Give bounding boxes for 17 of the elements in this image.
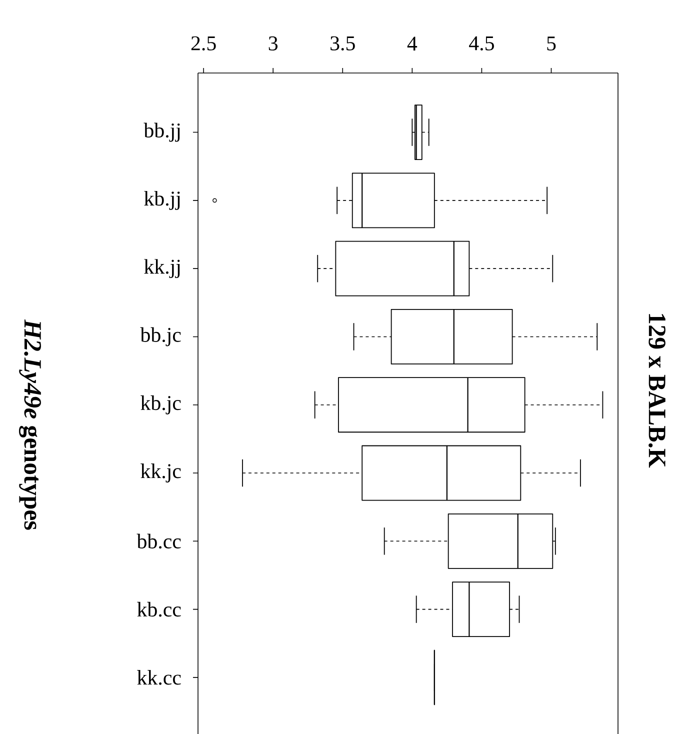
x-tick-label: 4 [407, 36, 418, 50]
y-tick-label: kk.jj [144, 259, 180, 278]
x-tick-label: 5 [547, 36, 556, 50]
y-tick-label: bb.cc [136, 534, 181, 549]
x-tick-label: 4.5 [469, 36, 494, 50]
y-axis-title: H2.Ly49e genotypes [19, 319, 41, 530]
y-tick-label: kk.jc [140, 464, 181, 482]
y-tick-label: kb.jj [144, 190, 180, 210]
y-tick-label: kk.cc [137, 670, 181, 685]
y-tick-label: kb.cc [137, 602, 181, 617]
text: 129 x BALB.K [648, 314, 666, 468]
x-tick-label: 2.5 [191, 36, 216, 50]
y-tick-label: bb.jj [144, 122, 180, 142]
x-tick-label: 3 [268, 36, 278, 50]
y-tick-label: kb.jc [140, 395, 181, 414]
x-tick-label: 3.5 [330, 36, 355, 50]
y-tick-label: bb.jc [140, 327, 181, 346]
